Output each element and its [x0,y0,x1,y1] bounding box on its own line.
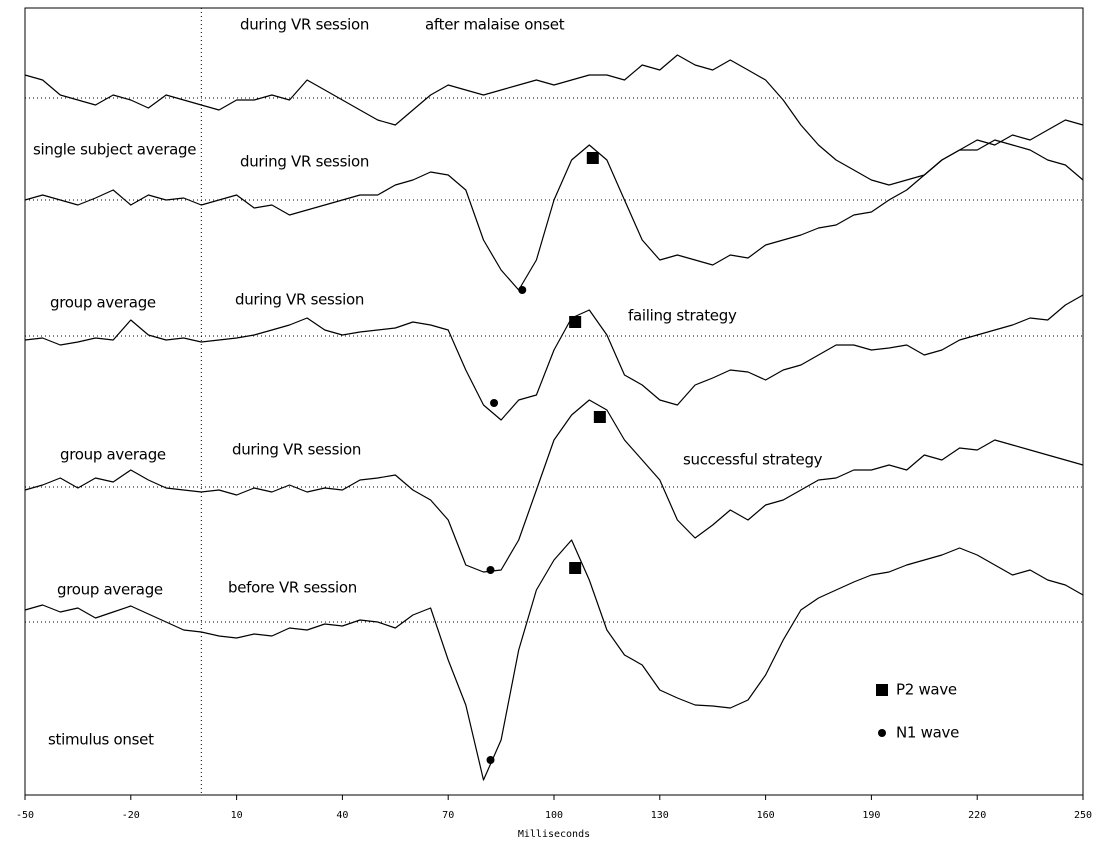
marker-dot [518,286,527,294]
legend-label: N1 wave [896,724,959,742]
x-tick-label: 160 [757,810,775,821]
x-tick-label: 250 [1074,810,1092,821]
x-tick-label: 10 [231,810,243,821]
x-tick-label: 100 [545,810,563,821]
plot-frame [24,7,1084,796]
annotation: group average [57,581,163,599]
annotation: successful strategy [683,451,823,469]
marker-square [586,152,599,164]
annotation: during VR session [232,441,361,459]
x-tick-label: 220 [968,810,986,821]
annotation: failing strategy [628,307,737,325]
legend-label: P2 wave [896,681,957,699]
annotation: during VR session [235,291,364,309]
annotation: group average [50,294,156,312]
marker-dot [878,729,886,737]
annotation: group average [60,446,166,464]
x-tick-label: 70 [442,810,454,821]
x-tick-label: -20 [122,810,140,821]
annotation: during VR session [240,153,369,171]
marker-square [593,411,606,423]
x-axis-label: Milliseconds [518,829,590,840]
wave-line [24,399,1084,573]
x-tick-label: 130 [651,810,669,821]
wave-line [24,539,1084,781]
annotation: during VR session [240,16,369,34]
wave-line [24,119,1084,291]
wave-line [24,54,1084,186]
marker-dot [486,756,495,764]
marker-dot [490,399,499,407]
x-tick-label: 40 [336,810,348,821]
x-tick-label: 190 [862,810,880,821]
x-tick-label: -50 [16,810,34,821]
annotation: after malaise onset [425,16,565,34]
annotation: single subject average [33,141,196,159]
annotation: before VR session [228,579,357,597]
annotation: stimulus onset [48,731,154,749]
marker-square [569,562,582,574]
marker-square [569,316,582,328]
wave-line [24,294,1084,421]
marker-dot [486,566,495,574]
marker-square [876,684,888,696]
